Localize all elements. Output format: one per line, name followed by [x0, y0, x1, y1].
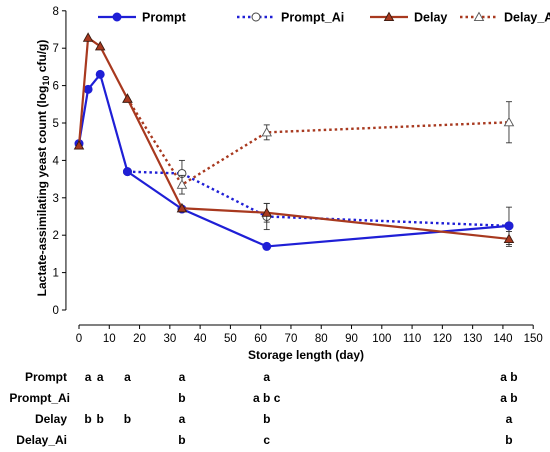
- x-tick-label: 30: [163, 333, 176, 345]
- sig-letter: b: [178, 433, 185, 447]
- data-point-delay-ai: [176, 179, 188, 189]
- x-tick-label: 70: [285, 333, 298, 345]
- sig-row-label: Prompt_Ai: [9, 391, 70, 405]
- sig-letter: b: [97, 412, 104, 426]
- y-tick-label: 2: [53, 230, 59, 242]
- x-tick-label: 110: [403, 333, 421, 345]
- legend-item-delay-ai: Delay_Ai: [460, 11, 550, 25]
- sig-row-label: Delay: [35, 412, 67, 426]
- x-tick-label: 40: [194, 333, 207, 345]
- sig-row-delay: Delay b b b a b a: [35, 412, 513, 426]
- series-line-prompt: [77, 73, 510, 248]
- data-point-prompt: [95, 69, 105, 79]
- data-point-prompt: [262, 241, 272, 251]
- sig-letter: a: [85, 370, 92, 384]
- sig-letter: a: [179, 370, 186, 384]
- y-tick-label: 7: [53, 43, 59, 55]
- x-tick-label: 150: [524, 333, 543, 345]
- sig-letter: a: [263, 370, 270, 384]
- data-point-delay: [261, 207, 273, 217]
- x-tick-label: 100: [372, 333, 391, 345]
- legend-label: Prompt: [142, 11, 187, 25]
- legend-marker: [112, 12, 122, 22]
- legend-label: Delay: [414, 11, 447, 25]
- sig-letter: c: [263, 433, 270, 447]
- x-tick-label: 60: [254, 333, 267, 345]
- series-line-delay: [77, 36, 510, 241]
- y-tick-label: 5: [53, 118, 59, 130]
- data-point-delay: [82, 32, 94, 42]
- sig-row-label: Prompt: [25, 370, 67, 384]
- series-delay: [73, 32, 515, 247]
- sig-row-prompt: Prompt a a a a a a b: [25, 370, 518, 384]
- y-tick-label: 8: [53, 6, 59, 18]
- series-layer: [73, 32, 515, 251]
- sig-letter: b: [124, 412, 131, 426]
- data-point-delay: [503, 233, 515, 243]
- x-tick-label: 140: [493, 333, 512, 345]
- legend-item-prompt: Prompt: [98, 11, 187, 25]
- sig-letter: a: [179, 412, 186, 426]
- legend-marker: [251, 12, 261, 22]
- sig-row-prompt-ai: Prompt_Ai b a b c a b: [9, 391, 517, 405]
- x-tick-label: 10: [103, 333, 116, 345]
- legend-item-prompt-ai: Prompt_Ai: [237, 11, 344, 25]
- legend-label: Delay_Ai: [504, 11, 550, 25]
- y-tick-label: 0: [53, 305, 59, 317]
- x-tick-label: 120: [433, 333, 452, 345]
- y-tick-label: 1: [53, 268, 59, 280]
- sig-letter: b: [263, 412, 270, 426]
- legend-label: Prompt_Ai: [281, 11, 344, 25]
- sig-letter: a b c: [253, 391, 281, 405]
- x-tick-label: 0: [76, 333, 82, 345]
- data-point-delay: [73, 140, 85, 150]
- legend: Prompt Prompt_Ai Delay Delay_Ai: [98, 11, 550, 25]
- y-tick-label: 3: [53, 193, 59, 205]
- sig-letter: b: [84, 412, 91, 426]
- series-line-delay-ai: [126, 98, 510, 186]
- data-point-prompt: [122, 167, 132, 177]
- legend-item-delay: Delay: [370, 11, 447, 25]
- legend-marker: [383, 11, 395, 22]
- data-point-delay: [94, 40, 106, 51]
- series-prompt-ai: [122, 159, 514, 231]
- y-tick-label: 6: [53, 81, 59, 93]
- series-delay-ai: [122, 93, 515, 195]
- sig-letter: a b: [500, 370, 517, 384]
- y-tick-label: 4: [53, 155, 60, 167]
- data-point-prompt: [504, 221, 514, 231]
- data-point-delay: [176, 202, 188, 213]
- sig-letter: b: [178, 391, 185, 405]
- x-tick-label: 130: [463, 333, 482, 345]
- x-tick-label: 90: [345, 333, 358, 345]
- data-point-delay: [122, 93, 133, 103]
- series-line-prompt-ai: [127, 170, 510, 228]
- sig-row-label: Delay_Ai: [16, 433, 67, 447]
- sig-letter: b: [505, 433, 512, 447]
- sig-letter: a: [506, 412, 513, 426]
- sig-row-delay-ai: Delay_Ai b c b: [16, 433, 512, 447]
- x-tick-label: 50: [224, 333, 237, 345]
- data-point-delay-ai: [503, 116, 515, 127]
- x-tick-label: 20: [133, 333, 146, 345]
- data-point-prompt: [83, 84, 93, 94]
- legend-marker: [473, 11, 485, 22]
- y-axis-title: Lactate-assimilating yeast count (log10 …: [35, 40, 51, 297]
- x-tick-label: 80: [315, 333, 328, 345]
- data-point-delay-ai: [261, 126, 273, 137]
- sig-letter: a: [97, 370, 104, 384]
- sig-letter: a: [124, 370, 131, 384]
- x-axis-title: Storage length (day): [248, 348, 364, 362]
- sig-letter: a b: [500, 391, 517, 405]
